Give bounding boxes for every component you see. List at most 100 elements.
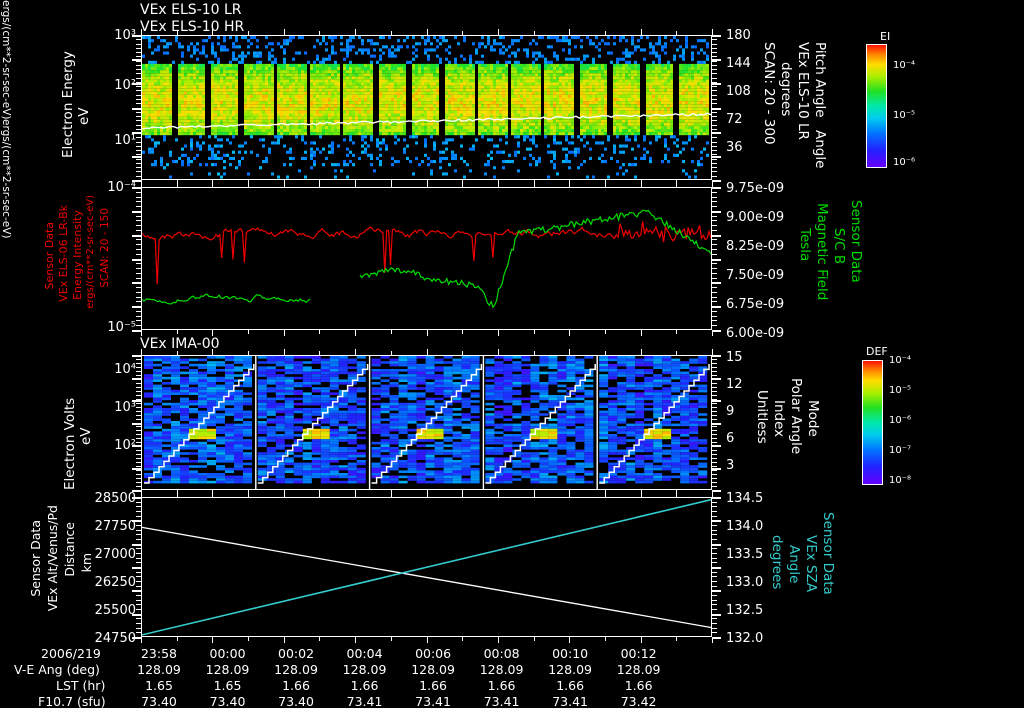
tick-mark bbox=[132, 35, 141, 37]
panel1-title-line2: VEx ELS-10 HR bbox=[140, 19, 245, 35]
tick-mark bbox=[712, 52, 717, 53]
panel2-rtick-1: 9.75e-09 bbox=[726, 181, 785, 196]
tick-mark bbox=[136, 506, 141, 507]
tick-mark bbox=[136, 197, 141, 198]
tick-mark bbox=[136, 201, 141, 202]
tick-mark bbox=[676, 31, 677, 35]
tick-mark bbox=[132, 590, 141, 592]
tick-mark bbox=[136, 623, 141, 624]
panel3-ytick-1e2: 10² bbox=[114, 438, 136, 453]
tick-mark bbox=[136, 516, 141, 517]
bottom-lst-4: 1.66 bbox=[419, 678, 447, 693]
tick-mark bbox=[177, 183, 178, 187]
tick-mark bbox=[136, 120, 141, 121]
tick-mark bbox=[132, 637, 141, 639]
tick-mark bbox=[136, 395, 141, 396]
panel1-rtick-180: 180 bbox=[726, 28, 751, 43]
colorbar-el-units: ergs/(cm**2-sr-sec-eV) bbox=[0, 0, 12, 120]
panel3-ytick-1e4: 10⁴ bbox=[114, 362, 136, 377]
tick-mark bbox=[712, 244, 717, 245]
tick-mark bbox=[569, 29, 570, 35]
tick-mark bbox=[712, 192, 717, 193]
tick-mark bbox=[712, 430, 717, 431]
tick-mark bbox=[712, 378, 721, 380]
tick-mark bbox=[136, 263, 141, 264]
tick-mark bbox=[712, 548, 717, 549]
tick-mark bbox=[427, 637, 428, 643]
tick-mark bbox=[136, 399, 141, 400]
tick-mark bbox=[641, 637, 642, 643]
tick-mark bbox=[136, 628, 141, 629]
tick-mark bbox=[319, 637, 320, 641]
tick-mark bbox=[136, 171, 141, 172]
colorbar-def-tick-4: 10⁻⁷ bbox=[889, 445, 912, 456]
tick-mark bbox=[712, 330, 713, 336]
tick-mark bbox=[136, 474, 141, 475]
tick-mark bbox=[136, 316, 141, 317]
tick-mark bbox=[132, 259, 141, 261]
panel3-rtick-3: 3 bbox=[726, 458, 735, 473]
tick-mark bbox=[712, 48, 717, 49]
panel4-plot-area[interactable] bbox=[141, 497, 712, 637]
panel3-left-axis-units-text: eV bbox=[78, 427, 94, 445]
tick-mark bbox=[712, 581, 717, 582]
tick-mark bbox=[132, 378, 141, 380]
tick-mark bbox=[712, 254, 717, 255]
tick-mark bbox=[136, 278, 141, 279]
panel1-rtick-144: 144 bbox=[726, 56, 751, 71]
tick-mark bbox=[136, 478, 141, 479]
panel3-left-axis-label-text: Electron Volts bbox=[62, 397, 78, 490]
tick-mark bbox=[676, 180, 677, 184]
tick-mark bbox=[712, 259, 721, 261]
tick-mark bbox=[712, 359, 717, 360]
tick-mark bbox=[136, 65, 141, 66]
bottom-f107-2: 73.40 bbox=[278, 694, 314, 708]
tick-mark bbox=[132, 614, 141, 616]
tick-mark bbox=[136, 192, 141, 193]
tick-mark bbox=[712, 434, 717, 435]
tick-mark bbox=[136, 292, 141, 293]
tick-mark bbox=[136, 375, 141, 376]
panel4-ytick-24750: 24750 bbox=[94, 631, 136, 646]
tick-mark bbox=[712, 506, 717, 507]
tick-mark bbox=[136, 52, 141, 53]
tick-mark bbox=[712, 125, 717, 126]
tick-mark bbox=[391, 31, 392, 35]
panel1-ytick-100: 10² bbox=[114, 78, 136, 93]
panel1-right-label-angle2: Angle bbox=[812, 130, 828, 169]
panel1-plot-area[interactable] bbox=[141, 35, 712, 180]
bottom-ve-ang-6: 128.09 bbox=[548, 662, 592, 677]
panel2-plot-area[interactable] bbox=[141, 187, 712, 330]
bottom-time-1: 00:00 bbox=[209, 646, 246, 661]
panel2-rtick-4: 7.50e-09 bbox=[726, 268, 785, 283]
tick-mark bbox=[141, 349, 142, 355]
tick-mark bbox=[712, 273, 717, 274]
tick-mark bbox=[676, 351, 677, 355]
panel3-plot-area[interactable] bbox=[141, 355, 712, 490]
panel1-left-axis-label-text: Electron Energy bbox=[60, 51, 76, 159]
tick-mark bbox=[676, 637, 677, 641]
panel2-rtick-3: 8.25e-09 bbox=[726, 239, 785, 254]
colorbar-el-title: EI bbox=[880, 30, 891, 43]
tick-mark bbox=[136, 249, 141, 250]
tick-mark bbox=[136, 419, 141, 420]
tick-mark bbox=[136, 78, 141, 79]
panel1-right-label-scan: SCAN: 20 - 300 bbox=[761, 42, 777, 145]
tick-mark bbox=[136, 595, 141, 596]
tick-mark bbox=[177, 180, 178, 184]
tick-mark bbox=[212, 349, 213, 355]
tick-mark bbox=[132, 132, 141, 134]
panel4-right-label-sza: VEx SZA bbox=[803, 535, 819, 593]
tick-mark bbox=[248, 183, 249, 187]
tick-mark bbox=[534, 31, 535, 35]
panel4-left-label-instrument: VEx Alt/Venus/Pd bbox=[45, 505, 60, 612]
tick-mark bbox=[462, 351, 463, 355]
tick-mark bbox=[569, 181, 570, 187]
bottom-time-6: 00:10 bbox=[552, 646, 589, 661]
tick-mark bbox=[248, 493, 249, 497]
tick-mark bbox=[712, 403, 717, 404]
tick-mark bbox=[177, 330, 178, 334]
panel2-ytick-1e-4: 10⁻⁴ bbox=[107, 180, 136, 195]
tick-mark bbox=[136, 387, 141, 388]
tick-mark bbox=[391, 351, 392, 355]
